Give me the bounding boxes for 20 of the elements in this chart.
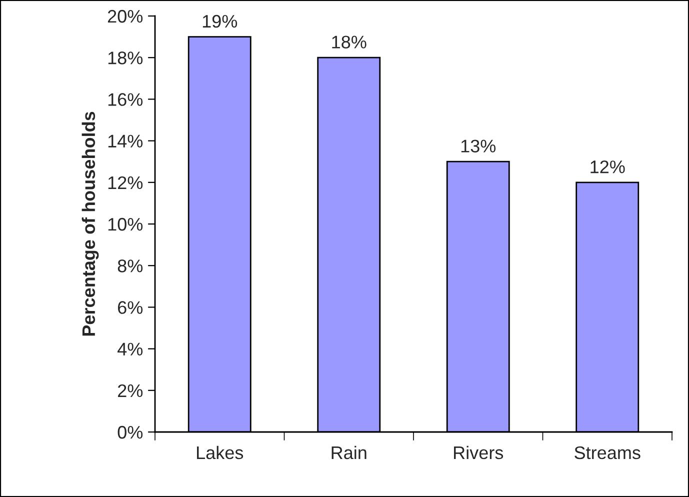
y-tick-label: 12%: [108, 176, 143, 190]
y-tick-label: 0%: [118, 426, 143, 439]
x-tick-label: Lakes: [197, 446, 244, 460]
y-axis-title: Percentage of households: [82, 112, 99, 336]
y-tick-label: 6%: [118, 301, 143, 314]
y-tick-label: 10%: [108, 218, 143, 231]
x-tick-label: Rain: [332, 446, 366, 460]
y-tick-label: 4%: [118, 342, 143, 356]
y-tick-label: 20%: [108, 10, 143, 23]
data-label: 18%: [332, 36, 366, 48]
x-tick-label: Rivers: [454, 446, 504, 460]
y-tick-label: 16%: [108, 93, 143, 106]
x-tick-label: Streams: [574, 446, 640, 460]
y-tick-label: 18%: [108, 52, 143, 64]
y-tick-label: 14%: [108, 134, 143, 148]
data-label: 19%: [202, 14, 238, 28]
y-tick-label: 2%: [118, 384, 143, 398]
data-label: 13%: [461, 140, 496, 152]
data-label: 12%: [590, 160, 625, 174]
y-tick-label: 8%: [118, 260, 143, 272]
